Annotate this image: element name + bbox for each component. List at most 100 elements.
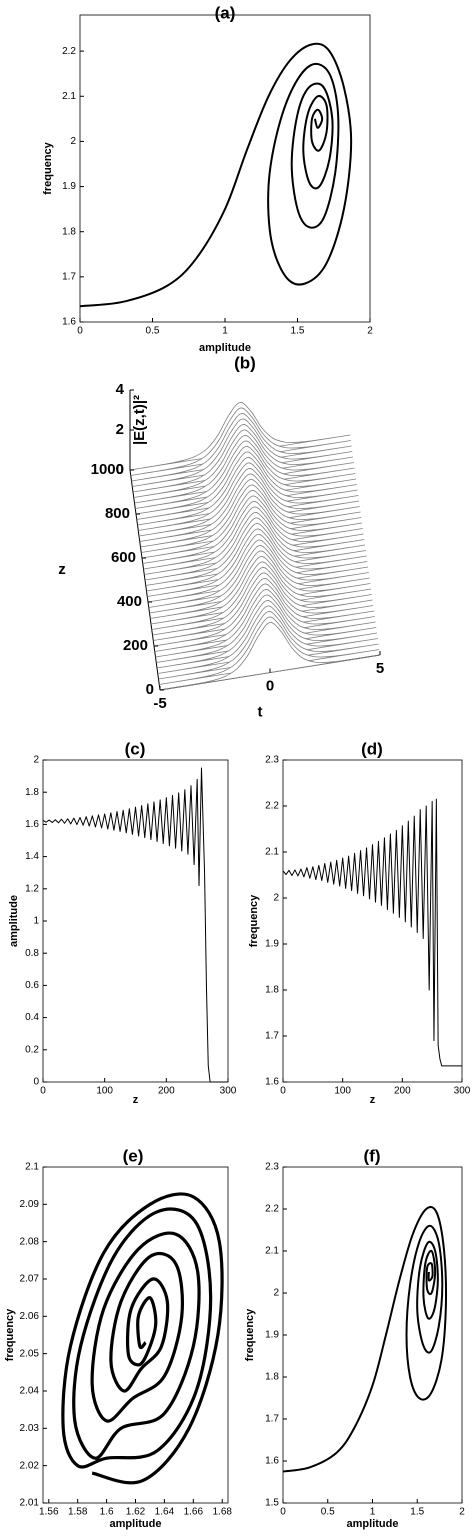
y-tick-label: 1.8: [265, 1372, 279, 1383]
y-axis-label: frequency: [42, 141, 54, 194]
y-tick-label: 2.07: [20, 1274, 40, 1285]
i-tick-label: 0: [116, 461, 124, 478]
x-axis-label: z: [133, 1094, 139, 1106]
x-tick-label: 100: [334, 1086, 351, 1097]
y-axis-label: frequency: [248, 894, 260, 947]
x-tick-label: 1: [370, 1507, 376, 1518]
y-tick-label: 1: [33, 916, 39, 927]
y-tick-label: 1.8: [62, 226, 76, 237]
z-tick-label: 0: [146, 681, 154, 698]
y-tick-label: 2.1: [265, 847, 279, 858]
y-tick-label: 1.6: [265, 1077, 279, 1088]
x-tick-label: 0.5: [321, 1507, 335, 1518]
y-tick-label: 1.6: [265, 1456, 279, 1467]
y-tick-label: 2: [273, 893, 279, 904]
y-tick-label: 2.3: [265, 1162, 279, 1173]
x-tick-label: 200: [394, 1086, 411, 1097]
y-tick-label: 2.02: [20, 1460, 40, 1471]
y-tick-label: 2.2: [62, 46, 76, 57]
z-tick-label: 200: [123, 637, 148, 654]
x-tick-label: 1.56: [39, 1507, 59, 1518]
curve: [79, 42, 353, 308]
x-tick-label: 0: [40, 1086, 46, 1097]
y-tick-label: 2.09: [20, 1199, 40, 1210]
z-tick-label: 400: [117, 593, 142, 610]
x-axis-label: amplitude: [199, 342, 251, 354]
y-tick-label: 1.5: [265, 1498, 279, 1509]
z-tick-label: 1000: [91, 461, 124, 478]
x-tick-label: 0: [280, 1507, 286, 1518]
y-tick-label: 2.3: [265, 755, 279, 766]
x-tick-label: 300: [220, 1086, 237, 1097]
x-tick-label: 300: [454, 1086, 471, 1097]
y-tick-label: 2.1: [62, 91, 76, 102]
t-tick-label: -5: [153, 695, 166, 712]
x-tick-label: 2: [459, 1507, 465, 1518]
y-tick-label: 1.7: [265, 1031, 279, 1042]
x-tick-label: 0.5: [146, 326, 160, 337]
y-tick-label: 2.2: [265, 1204, 279, 1215]
y-tick-label: 0: [33, 1077, 39, 1088]
y-tick-label: 1.9: [62, 181, 76, 192]
t-tick-label: 5: [376, 660, 384, 677]
plot-frame: [42, 1166, 229, 1504]
y-axis-label: frequency: [4, 1308, 16, 1361]
y-tick-label: 0.4: [25, 1012, 39, 1023]
panel-title: (f): [364, 1146, 381, 1165]
y-tick-label: 2: [273, 1288, 279, 1299]
panel-title: (c): [125, 739, 146, 758]
y-tick-label: 2.1: [25, 1162, 39, 1173]
y-tick-label: 1.8: [25, 787, 39, 798]
x-tick-label: 0: [280, 1086, 286, 1097]
x-tick-label: 200: [158, 1086, 175, 1097]
x-tick-label: 1.5: [410, 1507, 424, 1518]
y-tick-label: 2.1: [265, 1246, 279, 1257]
y-tick-label: 2.03: [20, 1423, 40, 1434]
y-tick-label: 0.8: [25, 948, 39, 959]
y-tick-label: 2.08: [20, 1236, 40, 1247]
x-tick-label: 1.5: [291, 326, 305, 337]
x-tick-label: 1.58: [68, 1507, 88, 1518]
y-axis-label: amplitude: [8, 895, 20, 947]
y-tick-label: 1.6: [62, 317, 76, 328]
x-tick-label: 1.66: [184, 1507, 204, 1518]
y-tick-label: 2.04: [20, 1386, 40, 1397]
x-tick-label: 1.62: [126, 1507, 146, 1518]
y-tick-label: 1.6: [25, 819, 39, 830]
panel-title: (b): [234, 353, 256, 372]
plot-frame: [282, 759, 463, 1083]
y-tick-label: 1.4: [25, 851, 39, 862]
x-tick-label: 1.64: [155, 1507, 175, 1518]
y-tick-label: 1.8: [265, 985, 279, 996]
x-tick-label: 2: [367, 326, 373, 337]
plot-frame: [282, 1166, 463, 1504]
curve: [42, 767, 228, 1083]
i-tick-label: 2: [116, 421, 124, 438]
x-tick-label: 0: [77, 326, 83, 337]
y-tick-label: 0.6: [25, 980, 39, 991]
panel-title: (d): [361, 739, 383, 758]
y-tick-label: 2.05: [20, 1348, 40, 1359]
x-tick-label: 1: [222, 326, 228, 337]
i-tick-label: 4: [116, 381, 125, 398]
y-tick-label: 0.2: [25, 1044, 39, 1055]
x-tick-label: 1.6: [100, 1507, 114, 1518]
curve: [282, 1205, 448, 1473]
z-tick-label: 600: [111, 549, 136, 566]
x-tick-label: 1.68: [212, 1507, 232, 1518]
curve: [61, 1192, 224, 1485]
z-tick-label: 800: [105, 505, 130, 522]
x-tick-label: 100: [96, 1086, 113, 1097]
y-axis-label: z: [58, 561, 66, 578]
y-tick-label: 1.7: [62, 271, 76, 282]
y-tick-label: 1.7: [265, 1414, 279, 1425]
y-tick-label: 1.9: [265, 1330, 279, 1341]
y-axis-label: frequency: [244, 1308, 256, 1361]
x-axis-label: amplitude: [110, 1518, 162, 1530]
t-tick-label: 0: [266, 677, 274, 694]
y-tick-label: 2: [33, 755, 39, 766]
curve: [282, 798, 462, 1067]
x-axis-label: z: [370, 1094, 376, 1106]
y-tick-label: 2.06: [20, 1311, 40, 1322]
